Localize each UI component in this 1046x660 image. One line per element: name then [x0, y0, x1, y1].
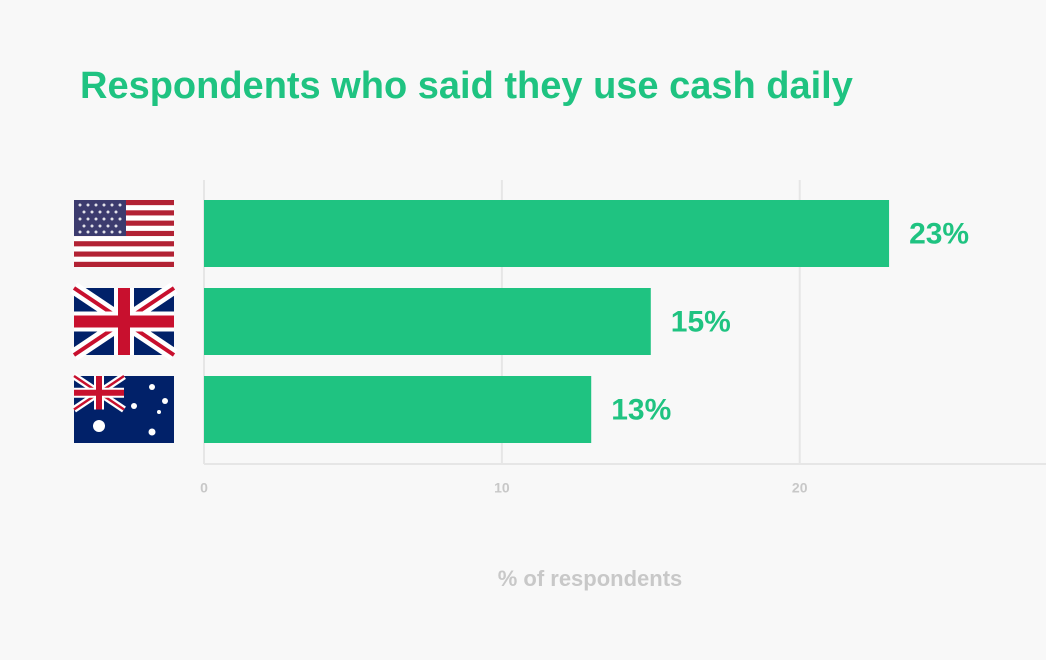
- bar: [204, 288, 651, 355]
- bar: [204, 376, 592, 443]
- value-label: 23%: [909, 217, 969, 250]
- chart-title: Respondents who said they use cash daily: [80, 65, 853, 107]
- flag-uk: [70, 282, 178, 361]
- x-tick-label: 0: [200, 480, 208, 496]
- x-tick-label: 20: [792, 480, 808, 496]
- x-axis-label: % of respondents: [498, 566, 683, 591]
- value-label: 15%: [671, 305, 731, 338]
- x-tick-label: 10: [494, 480, 510, 496]
- value-label: 13%: [611, 393, 671, 426]
- bar: [204, 200, 890, 267]
- flag-us: [74, 200, 174, 267]
- flag-au: [72, 373, 174, 443]
